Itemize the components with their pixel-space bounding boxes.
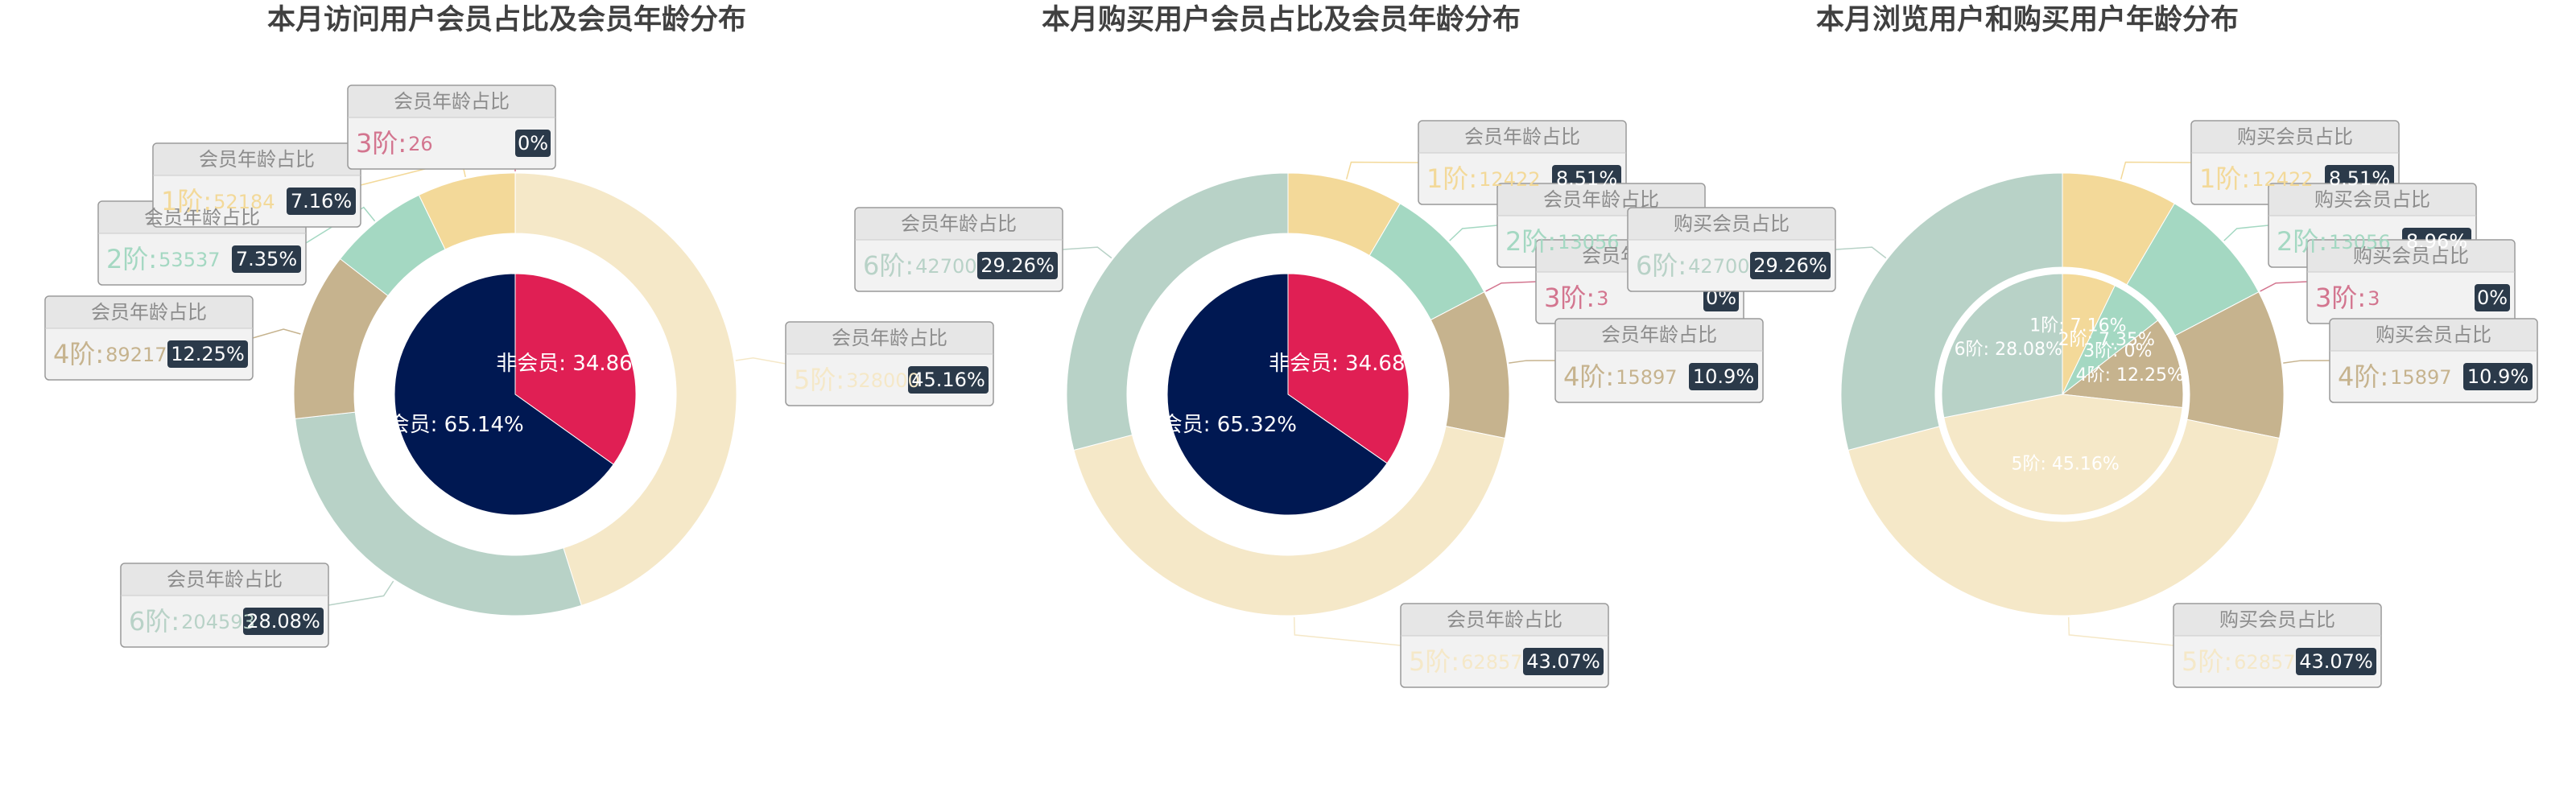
callout-slice-name-3阶: 3阶: (1544, 282, 1595, 313)
chart-title-buyers: 本月购买用户会员占比及会员年龄分布 (1042, 0, 1521, 40)
percent-text-4阶: 10.9% (2467, 365, 2529, 388)
callout-value-5阶: 328000 (846, 369, 920, 392)
callout-series-name: 会员年龄占比 (832, 327, 947, 349)
callout-slice-name-6阶: 6阶: (129, 606, 180, 637)
callout-slice-name-2阶: 2阶: (2277, 226, 2327, 257)
callout-series-name: 购买会员占比 (2376, 324, 2491, 346)
percent-text-5阶: 45.16% (911, 369, 985, 391)
callout-value-1阶: 12422 (2252, 168, 2313, 191)
leader-line-1阶 (2121, 162, 2191, 179)
callout-value-3阶: 3 (1596, 287, 1608, 310)
callout-value-5阶: 62857 (2234, 651, 2295, 674)
inner-label-6阶: 6阶: 28.08% (1955, 340, 2062, 360)
percent-text-4阶: 10.9% (1693, 365, 1754, 388)
inner-label-5阶: 5阶: 45.16% (2011, 454, 2119, 474)
percent-text-6阶: 29.26% (1753, 254, 1827, 277)
callout-series-name: 会员年龄占比 (901, 212, 1017, 235)
callout-slice-name-2阶: 2阶: (106, 244, 157, 274)
leader-line-5阶 (736, 358, 786, 364)
percent-text-5阶: 43.07% (1526, 650, 1600, 673)
callout-value-2阶: 53537 (159, 249, 220, 271)
callout-slice-name-4阶: 4阶: (53, 339, 104, 369)
percent-text-1阶: 8.51% (1556, 167, 1617, 190)
callout-slice-name-6阶: 6阶: (863, 250, 914, 281)
callout-value-6阶: 204593 (181, 611, 255, 633)
chart-title-age-compare: 本月浏览用户和购买用户年龄分布 (1816, 0, 2239, 40)
callout-slice-name-4阶: 4阶: (2338, 361, 2388, 392)
percent-text-1阶: 7.16% (291, 190, 352, 212)
callout-slice-name-5阶: 5阶: (1409, 646, 1459, 677)
callout-value-4阶: 89217 (105, 344, 167, 366)
inner-label-非会员: 非会员: 34.86% (496, 352, 652, 376)
leader-line-5阶 (2069, 617, 2174, 645)
callout-series-name: 购买会员占比 (1674, 212, 1790, 235)
leader-line-4阶 (253, 329, 300, 338)
callout-slice-name-5阶: 5阶: (2182, 646, 2232, 677)
leader-line-3阶 (1486, 282, 1536, 291)
percent-text-5阶: 43.07% (2299, 650, 2373, 673)
leader-line-5阶 (1294, 617, 1401, 645)
callout-value-1阶: 12422 (1479, 168, 1540, 191)
leader-line-6阶 (328, 581, 394, 605)
callout-value-1阶: 52184 (213, 191, 275, 213)
leader-line-4阶 (2283, 361, 2330, 363)
percent-text-2阶: 7.35% (236, 248, 297, 270)
callout-series-name: 购买会员占比 (2353, 245, 2469, 267)
percent-text-4阶: 12.25% (171, 343, 245, 365)
callout-value-6阶: 42700 (1688, 255, 1749, 278)
callout-slice-name-1阶: 1阶: (161, 186, 212, 216)
chart-title-visitors: 本月访问用户会员占比及会员年龄分布 (267, 0, 746, 40)
callout-series-name: 会员年龄占比 (394, 90, 510, 113)
inner-label-4阶: 4阶: 12.25% (2076, 365, 2184, 385)
callout-series-name: 购买会员占比 (2237, 126, 2353, 148)
leader-line-2阶 (2224, 225, 2268, 241)
leader-line-2阶 (1450, 225, 1497, 241)
inner-label-会员: 会员: 65.14% (389, 413, 524, 437)
callout-slice-name-6阶: 6阶: (1636, 250, 1686, 281)
callout-slice-name-1阶: 1阶: (2199, 163, 2250, 194)
percent-text-1阶: 8.51% (2329, 167, 2390, 190)
callout-value-4阶: 15897 (1616, 366, 1677, 389)
percent-text-6阶: 28.08% (246, 610, 320, 633)
percent-text-3阶: 0% (518, 132, 548, 155)
callout-slice-name-1阶: 1阶: (1426, 163, 1477, 194)
callout-series-name: 会员年龄占比 (91, 301, 207, 324)
callout-series-name: 购买会员占比 (2219, 608, 2335, 631)
inner-label-非会员: 非会员: 34.68% (1269, 352, 1425, 376)
percent-text-6阶: 29.26% (980, 254, 1055, 277)
callout-value-6阶: 42700 (915, 255, 976, 278)
callout-series-name: 会员年龄占比 (199, 148, 315, 171)
callout-slice-name-2阶: 2阶: (1505, 226, 1556, 257)
leader-line-1阶 (1347, 162, 1418, 179)
callout-series-name: 会员年龄占比 (1447, 608, 1563, 631)
leader-line-3阶 (2260, 282, 2307, 291)
outer-slice-4阶[interactable] (1430, 292, 1509, 439)
inner-label-3阶: 3阶: 0% (2083, 341, 2152, 361)
leader-line-4阶 (1509, 361, 1555, 363)
callout-slice-name-3阶: 3阶: (356, 128, 407, 159)
inner-label-会员: 会员: 65.32% (1162, 413, 1297, 437)
leader-line-6阶 (1835, 247, 1886, 258)
callout-series-name: 购买会员占比 (2314, 188, 2430, 211)
callout-slice-name-3阶: 3阶: (2315, 282, 2366, 313)
callout-value-5阶: 62857 (1461, 651, 1522, 674)
callout-slice-name-5阶: 5阶: (794, 365, 844, 395)
callout-series-name: 会员年龄占比 (1601, 324, 1717, 346)
callout-series-name: 会员年龄占比 (167, 568, 283, 591)
callout-series-name: 会员年龄占比 (1464, 126, 1580, 148)
callout-value-4阶: 15897 (2390, 366, 2451, 389)
callout-value-3阶: 3 (2368, 287, 2380, 310)
leader-line-6阶 (1063, 247, 1112, 258)
callout-slice-name-4阶: 4阶: (1563, 361, 1614, 392)
percent-text-3阶: 0% (2477, 287, 2508, 309)
callout-value-3阶: 26 (408, 133, 433, 155)
